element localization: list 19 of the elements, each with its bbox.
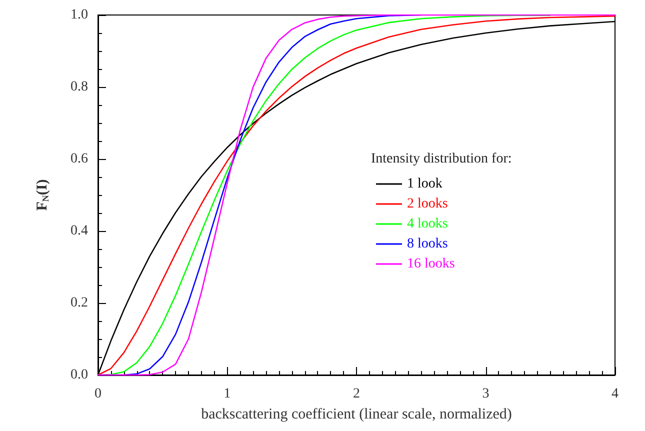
x-tick-label: 2 <box>353 386 360 402</box>
legend-label: 1 look <box>407 176 442 192</box>
y-tick-label: 0.2 <box>70 296 88 310</box>
legend-label: 8 looks <box>407 236 448 252</box>
y-tick-label: 0.4 <box>70 224 88 238</box>
x-tick-label: 3 <box>482 386 490 402</box>
y-axis-title: FN(I) <box>34 179 50 211</box>
legend-label: 2 looks <box>407 196 448 212</box>
x-tick-label: 4 <box>612 386 618 402</box>
x-tick-label: 1 <box>224 386 231 402</box>
y-tick-label: 0.6 <box>70 152 88 166</box>
y-tick-label: 0.0 <box>70 368 88 382</box>
legend-title: Intensity distribution for: <box>371 152 512 166</box>
legend-label: 16 looks <box>407 256 455 272</box>
y-tick-label: 1.0 <box>70 8 88 22</box>
x-axis-title: backscattering coefficient (linear scale, normalized) <box>201 406 512 422</box>
x-tick-label: 0 <box>94 386 102 402</box>
y-tick-label: 0.8 <box>70 80 88 94</box>
legend-label: 4 looks <box>407 216 448 232</box>
